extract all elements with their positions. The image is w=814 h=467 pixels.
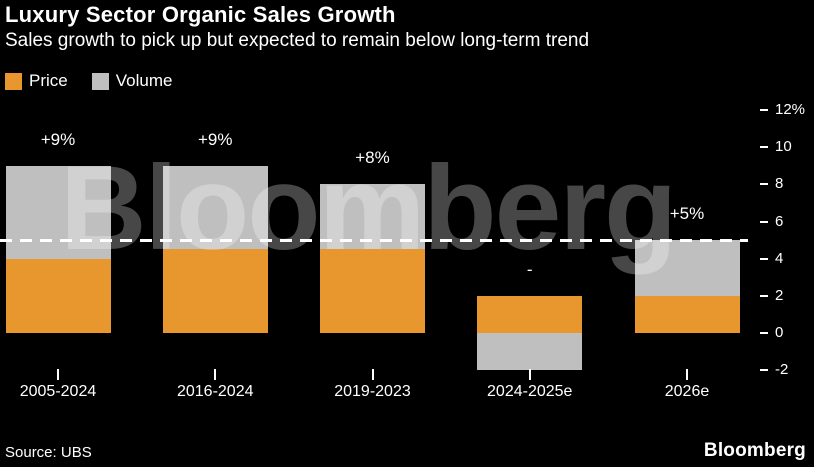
bar-segment-volume: [320, 184, 425, 250]
y-axis-tick: [760, 294, 768, 297]
bar-segment-volume: [634, 240, 740, 296]
x-axis-label: 2016-2024: [176, 383, 254, 400]
legend: Price Volume: [5, 71, 172, 91]
plot-area: +9% 2005-2024 +9% 2016-2024 +8% 2019-2023-202…: [0, 101, 806, 400]
y-axis-label: 8: [775, 175, 784, 193]
y-axis-label: 12%: [775, 101, 806, 119]
bar-segment-price: [634, 295, 740, 333]
bar-value-label: -: [526, 259, 533, 279]
x-axis-tick: [686, 369, 688, 380]
y-axis-label: 0: [775, 324, 784, 341]
y-axis-tick: [760, 220, 768, 223]
x-axis-label: 2026e: [664, 383, 710, 400]
x-axis-tick: [528, 369, 531, 380]
x-axis-tick: [214, 369, 217, 380]
x-axis-label: 2024-2025e: [487, 383, 573, 400]
bar-segment-volume: [162, 165, 268, 250]
y-axis-label: 4: [775, 249, 784, 267]
bar-segment-price: [320, 249, 425, 333]
x-axis-tick: [371, 369, 374, 380]
y-axis-tick: [760, 183, 768, 186]
volume-legend-swatch: [91, 72, 109, 90]
bloomberg-watermark: Bloomberg: [60, 141, 677, 275]
y-axis-label: 10: [775, 138, 792, 156]
x-axis-label: 2019-2023: [334, 383, 411, 400]
x-axis-tick: [57, 369, 59, 380]
trend-dashed-line: [0, 239, 748, 243]
chart-subtitle: Sales growth to pick up but expected to …: [5, 30, 590, 51]
bar-segment-volume: [5, 165, 111, 259]
bar-value-label: +8%: [355, 148, 390, 168]
bar-segment-price: [162, 249, 268, 333]
bar-segment-volume: [477, 333, 583, 371]
bar-value-label: +5%: [669, 204, 705, 224]
source-label: Source: UBS: [5, 444, 92, 461]
y-axis-label: -2: [775, 361, 789, 379]
x-axis-label: 2005-2024: [19, 383, 97, 400]
y-axis-label: 2: [775, 286, 784, 304]
volume-legend-label: Volume: [115, 71, 173, 90]
bar-segment-price: [5, 258, 111, 333]
y-axis-tick: [760, 369, 768, 372]
y-axis-tick: [760, 109, 768, 112]
bar-value-label: +9%: [198, 129, 233, 149]
bar-value-label: +9%: [40, 129, 76, 149]
y-axis-label: 6: [775, 212, 784, 230]
price-legend-swatch: [5, 72, 22, 90]
bloomberg-logo: Bloomberg: [703, 440, 806, 461]
y-axis-tick: [760, 257, 768, 260]
bar-segment-price: [477, 295, 583, 333]
y-axis-tick: [760, 146, 768, 149]
page-title: Luxury Sector Organic Sales Growth: [5, 2, 396, 27]
price-legend-label: Price: [29, 71, 68, 90]
y-axis-tick: [760, 332, 768, 334]
